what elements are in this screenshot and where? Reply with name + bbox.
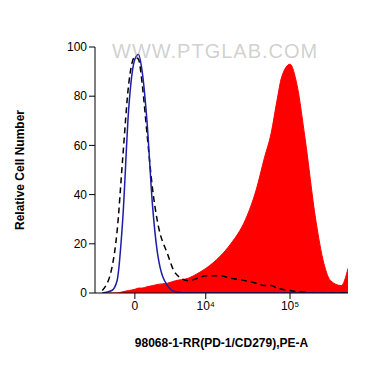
svg-text:Relative Cell Number: Relative Cell Number [13,110,27,230]
svg-text:60: 60 [74,139,88,153]
svg-text:10⁵: 10⁵ [281,299,299,313]
svg-text:20: 20 [74,237,88,251]
svg-text:100: 100 [67,40,87,54]
html-text:WWW.PTGLAB.COM: WWW.PTGLAB.COM [112,40,319,62]
svg-text:98068-1-RR(PD-1/CD279),PE-A: 98068-1-RR(PD-1/CD279),PE-A [135,336,309,350]
svg-text:40: 40 [74,188,88,202]
svg-text:0: 0 [80,286,87,300]
svg-text:0: 0 [132,299,139,313]
svg-text:80: 80 [74,89,88,103]
svg-text:10⁴: 10⁴ [196,299,215,313]
